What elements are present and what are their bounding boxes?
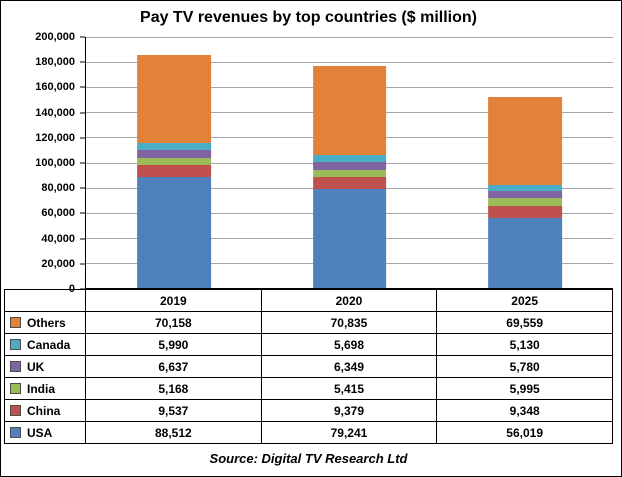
legend-cell-India: India bbox=[4, 377, 86, 400]
table-row-China: China 9,537 9,379 9,348 bbox=[4, 399, 613, 422]
value-cell: 79,241 bbox=[260, 421, 438, 444]
bar-segment-Canada-2025 bbox=[488, 184, 563, 192]
value-cell: 56,019 bbox=[436, 421, 613, 444]
y-tick-mark bbox=[80, 212, 85, 214]
legend-label: China bbox=[27, 403, 61, 418]
y-tick-mark bbox=[80, 112, 85, 114]
bar-segment-USA-2020 bbox=[312, 188, 387, 288]
legend-label: Others bbox=[27, 315, 66, 330]
bar-stack-2019 bbox=[136, 54, 211, 288]
table-row-years: 2019 2020 2025 bbox=[4, 289, 613, 312]
y-tick-label: 0 bbox=[68, 283, 75, 295]
y-tick-mark bbox=[80, 86, 85, 88]
table-row-USA: USA 88,512 79,241 56,019 bbox=[4, 421, 613, 444]
legend-swatch-China bbox=[10, 404, 21, 416]
legend-swatch-USA bbox=[10, 426, 21, 438]
value-cell: 5,995 bbox=[436, 377, 613, 400]
source-note: Source: Digital TV Research Ltd bbox=[209, 451, 408, 466]
value-cell: 9,348 bbox=[436, 399, 613, 422]
legend-swatch-Canada bbox=[10, 338, 21, 350]
legend-swatch-Others bbox=[10, 316, 21, 328]
data-table: 2019 2020 2025 Others 70,158 70,835 69,559 Cana… bbox=[4, 289, 613, 444]
chart-title: Pay TV revenues by top countries ($ mill… bbox=[140, 9, 477, 26]
bar-stack-2020 bbox=[312, 65, 387, 288]
y-tick-label: 160,000 bbox=[35, 81, 75, 94]
legend-cell-USA: USA bbox=[4, 421, 86, 444]
y-tick-label: 180,000 bbox=[35, 56, 75, 69]
y-tick-mark bbox=[80, 137, 85, 139]
bar-segment-USA-2025 bbox=[488, 217, 563, 288]
value-cell: 70,158 bbox=[85, 311, 262, 334]
y-tick-label: 200,000 bbox=[35, 31, 75, 43]
legend-swatch-UK bbox=[10, 360, 21, 372]
y-axis: 0 20,000 40,000 60,000 80,000 100,000 120,000 1… bbox=[4, 31, 85, 295]
bar-segment-China-2020 bbox=[312, 176, 387, 189]
value-cell: 5,415 bbox=[260, 377, 438, 400]
bar-segment-Others-2019 bbox=[136, 54, 211, 143]
bar-segment-Canada-2019 bbox=[136, 142, 211, 151]
chart-area: 0 20,000 40,000 60,000 80,000 100,000 120,000 1… bbox=[4, 31, 613, 295]
value-cell: 88,512 bbox=[85, 421, 262, 444]
y-tick-mark bbox=[80, 238, 85, 240]
table-row-Others: Others 70,158 70,835 69,559 bbox=[4, 311, 613, 334]
legend-cell-Canada: Canada bbox=[4, 333, 86, 356]
value-cell: 70,835 bbox=[260, 311, 438, 334]
y-tick-mark bbox=[80, 263, 85, 265]
gridline bbox=[86, 37, 613, 38]
legend-label: UK bbox=[27, 359, 45, 374]
legend-cell-UK: UK bbox=[4, 355, 86, 378]
bar-segment-China-2019 bbox=[136, 164, 211, 177]
bar-segment-UK-2025 bbox=[488, 191, 563, 199]
year-header-cell: 2025 bbox=[436, 289, 613, 312]
value-cell: 9,537 bbox=[85, 399, 262, 422]
bar-segment-Others-2025 bbox=[488, 97, 563, 185]
y-tick-mark bbox=[80, 36, 85, 38]
year-header-cell: 2019 bbox=[85, 289, 262, 312]
y-tick-mark bbox=[80, 61, 85, 63]
table-row-India: India 5,168 5,415 5,995 bbox=[4, 377, 613, 400]
value-cell: 9,379 bbox=[260, 399, 438, 422]
y-tick-label: 60,000 bbox=[41, 207, 75, 220]
legend-label: Canada bbox=[27, 337, 71, 352]
legend-label: India bbox=[27, 381, 56, 396]
value-cell: 6,349 bbox=[260, 355, 438, 378]
value-cell: 5,990 bbox=[85, 333, 262, 356]
plot-area bbox=[85, 37, 613, 289]
bar-segment-China-2025 bbox=[488, 205, 563, 218]
bar-segment-India-2019 bbox=[136, 158, 211, 165]
value-cell: 5,168 bbox=[85, 377, 262, 400]
value-cell: 6,637 bbox=[85, 355, 262, 378]
table-row-Canada: Canada 5,990 5,698 5,130 bbox=[4, 333, 613, 356]
value-cell: 69,559 bbox=[436, 311, 613, 334]
bar-segment-India-2020 bbox=[312, 169, 387, 177]
value-cell: 5,130 bbox=[436, 333, 613, 356]
value-cell: 5,780 bbox=[436, 355, 613, 378]
y-tick-label: 80,000 bbox=[41, 182, 75, 195]
y-tick-mark bbox=[80, 288, 85, 290]
bar-stack-2025 bbox=[488, 97, 563, 288]
y-tick-mark bbox=[80, 162, 85, 164]
table-row-UK: UK 6,637 6,349 5,780 bbox=[4, 355, 613, 378]
bar-segment-UK-2020 bbox=[312, 162, 387, 170]
bar-segment-USA-2019 bbox=[136, 176, 211, 288]
legend-cell-China: China bbox=[4, 399, 86, 422]
year-header-cell: 2020 bbox=[260, 289, 438, 312]
gridline bbox=[86, 62, 613, 64]
legend-label: USA bbox=[27, 425, 53, 440]
y-tick-label: 100,000 bbox=[35, 157, 75, 169]
legend-swatch-India bbox=[10, 382, 21, 394]
bar-segment-Canada-2020 bbox=[312, 154, 387, 163]
y-tick-label: 20,000 bbox=[41, 257, 75, 270]
bar-segment-Others-2020 bbox=[312, 65, 387, 155]
bar-segment-UK-2019 bbox=[136, 150, 211, 159]
value-cell: 5,698 bbox=[260, 333, 438, 356]
y-tick-mark bbox=[80, 187, 85, 189]
y-tick-label: 140,000 bbox=[35, 106, 75, 119]
legend-cell-Others: Others bbox=[4, 311, 86, 334]
y-tick-label: 120,000 bbox=[35, 131, 75, 144]
bar-segment-India-2025 bbox=[488, 198, 563, 206]
y-tick-label: 40,000 bbox=[41, 232, 75, 245]
